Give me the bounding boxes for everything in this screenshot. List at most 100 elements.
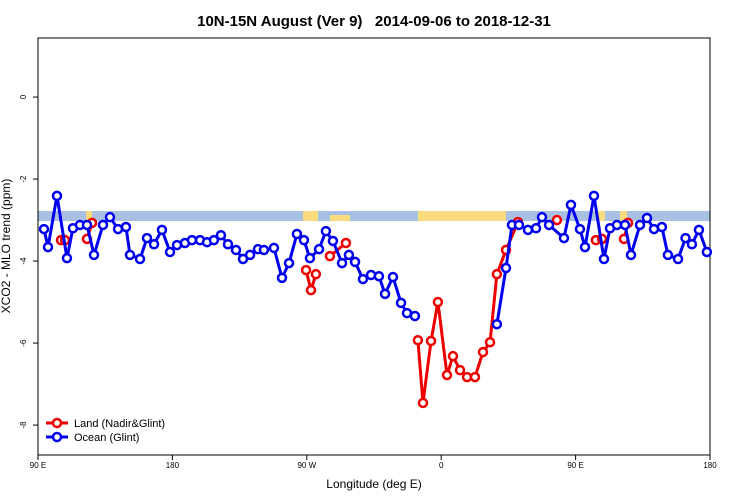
data-point — [686, 238, 698, 250]
data-point — [365, 269, 377, 281]
data-point — [104, 211, 116, 223]
data-point — [186, 234, 198, 246]
data-point — [51, 190, 63, 202]
data-point — [598, 253, 610, 265]
y-axis-label: XCO2 - MLO trend (ppm) — [0, 179, 13, 314]
data-point — [701, 246, 713, 258]
data-point — [320, 225, 332, 237]
data-point — [625, 249, 637, 261]
data-point — [208, 234, 220, 246]
data-point — [656, 221, 668, 233]
data-point — [313, 243, 325, 255]
data-point — [42, 241, 54, 253]
data-point — [425, 335, 437, 347]
data-point — [156, 224, 168, 236]
data-point — [324, 250, 336, 262]
data-point — [340, 237, 352, 249]
data-point — [447, 350, 459, 362]
data-point — [513, 219, 525, 231]
data-point — [641, 212, 653, 224]
legend-label: Ocean (Glint) — [74, 432, 139, 444]
data-point — [164, 246, 176, 258]
x-tick-label: 180 — [166, 461, 180, 470]
data-point — [373, 270, 385, 282]
data-point — [500, 262, 512, 274]
data-point — [88, 249, 100, 261]
y-tick-label: -8 — [19, 421, 28, 429]
data-point — [611, 219, 623, 231]
chart-title: 10N-15N August (Ver 9) 2014-09-06 to 201… — [197, 13, 551, 30]
data-point — [530, 223, 542, 234]
data-point — [298, 234, 310, 246]
y-tick-label: 0 — [19, 94, 28, 99]
data-point — [522, 224, 534, 236]
data-point — [417, 397, 429, 409]
data-point — [141, 232, 153, 244]
data-point — [588, 190, 600, 202]
data-point — [680, 232, 691, 244]
data-point — [304, 252, 316, 264]
y-tick-label: -6 — [19, 339, 28, 347]
data-point — [61, 252, 73, 264]
data-point — [120, 221, 132, 233]
data-point — [558, 232, 570, 244]
data-point — [310, 268, 322, 280]
data-point — [124, 249, 136, 261]
x-tick-label: 180 — [703, 461, 717, 470]
x-tick-label: 90 W — [297, 461, 316, 470]
data-point — [551, 214, 563, 226]
data-point — [291, 228, 303, 240]
data-point — [276, 272, 288, 284]
data-point — [283, 257, 295, 269]
data-point — [81, 219, 93, 231]
data-point — [379, 288, 391, 300]
land-band — [86, 211, 627, 221]
data-point — [693, 224, 705, 236]
data-point — [349, 256, 361, 268]
data-point — [409, 310, 421, 322]
x-tick-label: 0 — [439, 461, 444, 470]
legend-marker — [51, 431, 63, 443]
data-point — [619, 219, 631, 231]
plot-frame — [37, 37, 711, 456]
data-point — [343, 249, 355, 261]
data-point — [579, 241, 591, 253]
data-point — [244, 249, 256, 261]
data-point — [543, 219, 555, 231]
data-point — [662, 249, 674, 261]
data-point — [634, 219, 646, 231]
data-point — [222, 238, 234, 250]
data-point — [215, 229, 227, 241]
series-line — [60, 221, 630, 405]
data-point — [484, 336, 496, 348]
data-point — [454, 364, 466, 376]
data-point — [268, 242, 280, 254]
data-point — [469, 371, 481, 383]
data-point — [491, 268, 503, 280]
data-point — [327, 235, 339, 247]
y-tick-label: -2 — [19, 175, 28, 183]
x-tick-label: 90 E — [30, 461, 46, 470]
data-point — [38, 223, 50, 235]
data-point — [395, 297, 407, 309]
data-point — [134, 253, 146, 265]
y-tick-label: -4 — [19, 257, 28, 265]
data-point — [230, 244, 242, 256]
legend-label: Land (Nadir&Glint) — [74, 418, 165, 430]
data-point — [305, 284, 317, 296]
data-point — [97, 219, 109, 231]
ocean-band — [38, 211, 710, 221]
data-point — [477, 346, 489, 358]
data-point — [672, 253, 684, 265]
data-point — [148, 238, 160, 250]
data-point — [536, 211, 548, 223]
data-point — [300, 264, 312, 276]
data-point — [565, 199, 577, 211]
data-point — [357, 273, 369, 285]
data-point — [574, 223, 586, 235]
data-point — [491, 318, 503, 330]
x-axis-label: Longitude (deg E) — [326, 477, 421, 491]
data-point — [258, 244, 270, 256]
data-point — [336, 257, 348, 269]
